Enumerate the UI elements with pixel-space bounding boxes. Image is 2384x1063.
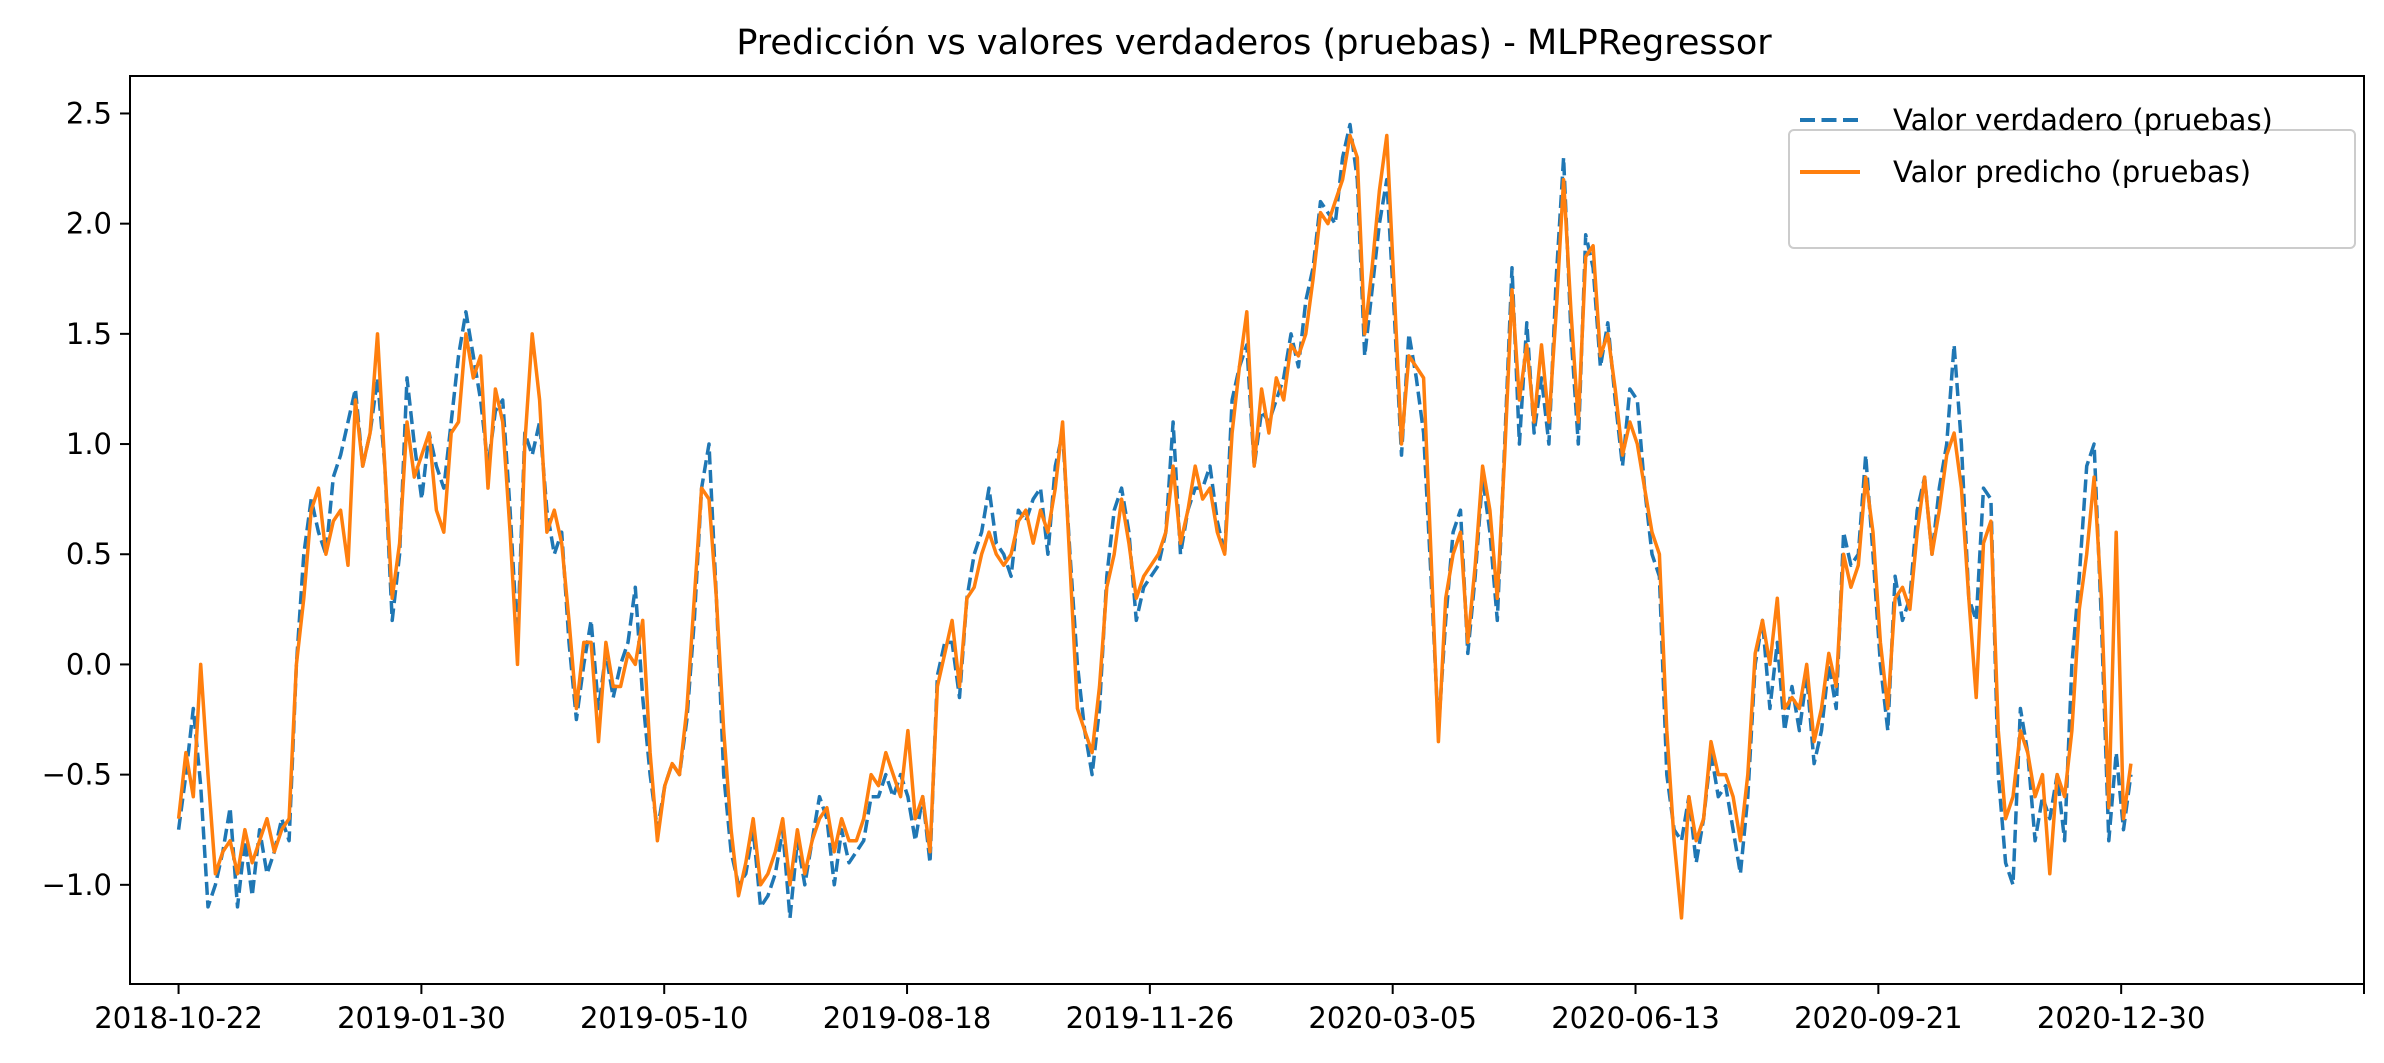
legend-label-pred: Valor predicho (pruebas) <box>1893 155 2251 189</box>
x-tick-label: 2019-11-26 <box>1066 1001 1235 1035</box>
plot-area-frame <box>129 75 2365 985</box>
y-tick-label: 1.5 <box>66 317 112 351</box>
legend-label-true: Valor verdadero (pruebas) <box>1893 103 2273 137</box>
y-tick-label: 2.0 <box>66 207 112 241</box>
y-tick-label: −0.5 <box>42 758 112 792</box>
y-tick-label: 2.5 <box>66 96 112 130</box>
x-tick-label: 2020-12-30 <box>2037 1001 2206 1035</box>
chart-title: Predicción vs valores verdaderos (prueba… <box>736 23 1772 63</box>
y-axis: 2.5 2.0 1.5 1.0 0.5 0.0 −0.5 −1.0 <box>42 96 130 902</box>
x-axis: 2018-10-22 2019-01-30 2019-05-10 2019-08-18… <box>94 984 2365 1035</box>
y-tick-label: 1.0 <box>66 427 112 461</box>
x-tick-label: 2019-08-18 <box>823 1001 992 1035</box>
series-line-true <box>176 122 2133 920</box>
x-tick-label: 2020-03-05 <box>1308 1001 1477 1035</box>
legend-frame <box>1788 129 2356 249</box>
x-tick-label: 2019-05-10 <box>580 1001 749 1035</box>
x-tick-label: 2020-06-13 <box>1551 1001 1720 1035</box>
y-tick-label: 0.0 <box>66 647 112 681</box>
legend: Valor verdadero (pruebas) Valor predicho… <box>1788 103 2356 249</box>
y-tick-label: 0.5 <box>66 537 112 571</box>
series-layer <box>176 122 2133 920</box>
x-tick-label: 2019-01-30 <box>337 1001 506 1035</box>
x-tick-label: 2018-10-22 <box>94 1001 263 1035</box>
series-line-pred <box>176 133 2133 920</box>
x-tick-label: 2020-09-21 <box>1794 1001 1963 1035</box>
y-tick-label: −1.0 <box>42 868 112 902</box>
